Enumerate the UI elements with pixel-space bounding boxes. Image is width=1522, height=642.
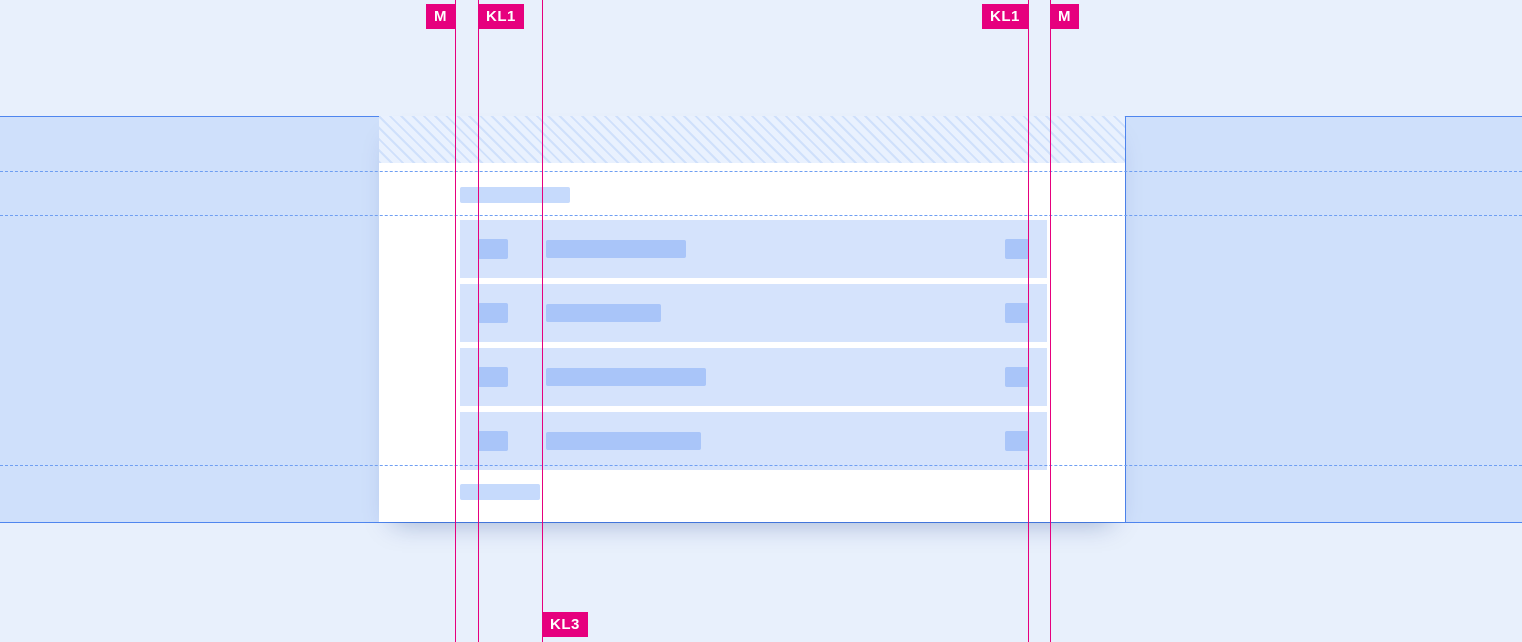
section-footer-placeholder: [460, 484, 540, 500]
horizontal-guide: [0, 171, 1522, 172]
keyline-label-M_right: M: [1050, 4, 1079, 29]
keyline-KL1_left: [478, 0, 479, 642]
horizontal-guide: [0, 465, 1522, 466]
keyline-KL1_right: [1028, 0, 1029, 642]
list-row-trailing-placeholder: [1005, 431, 1029, 451]
horizontal-guide: [0, 215, 1522, 216]
keyline-label-M_left: M: [426, 4, 455, 29]
keyline-M_right: [1050, 0, 1051, 642]
list-row-text-placeholder: [546, 432, 701, 450]
band-bottom-rule: [0, 522, 1522, 523]
list-row-text-placeholder: [546, 240, 686, 258]
list-row-trailing-placeholder: [1005, 303, 1029, 323]
list-row-icon-placeholder: [478, 239, 508, 259]
list-row-trailing-placeholder: [1005, 239, 1029, 259]
list-row-text-placeholder: [546, 304, 661, 322]
keyline-M_left: [455, 0, 456, 642]
keyline-label-KL1_left: KL1: [478, 4, 524, 29]
list-row-icon-placeholder: [478, 367, 508, 387]
keyline-KL3: [542, 0, 543, 642]
list-row-trailing-placeholder: [1005, 367, 1029, 387]
list-row-text-placeholder: [546, 368, 706, 386]
list-row-icon-placeholder: [478, 431, 508, 451]
center-col-right-border: [1125, 116, 1126, 522]
list-row-icon-placeholder: [478, 303, 508, 323]
keyline-label-KL1_right: KL1: [982, 4, 1028, 29]
keyline-label-KL3: KL3: [542, 612, 588, 637]
card-header-hatch: [379, 116, 1125, 163]
section-header-placeholder: [460, 187, 570, 203]
keyline-diagram: M KL1 KL3 KL1 M: [0, 0, 1522, 642]
